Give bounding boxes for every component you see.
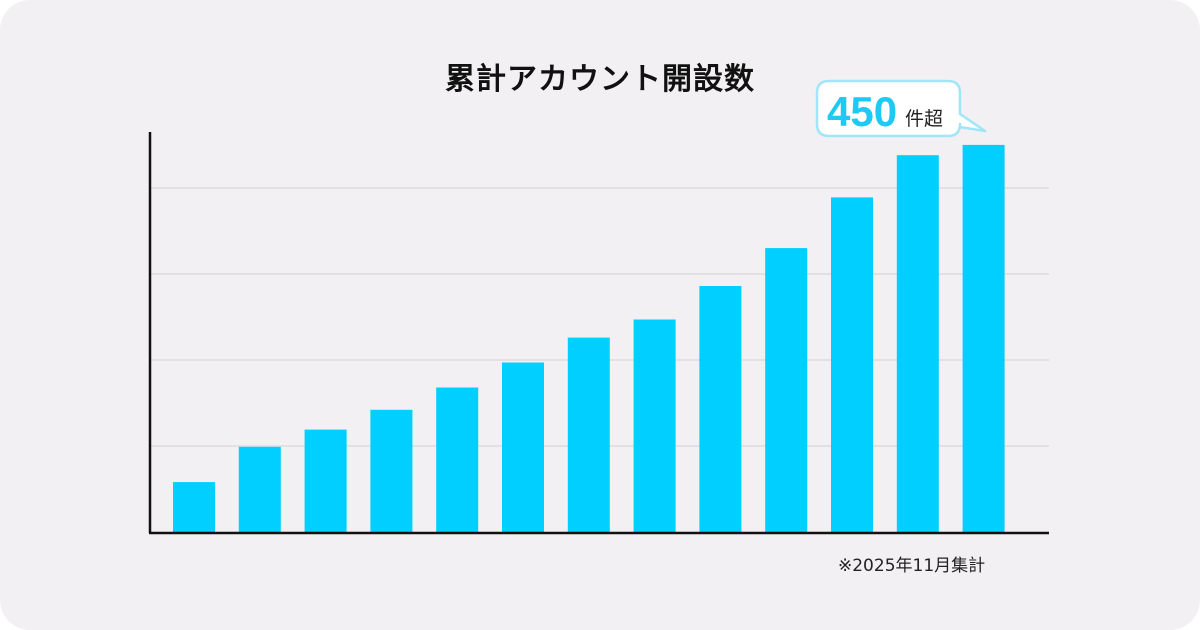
bar bbox=[238, 446, 281, 532]
annotation-suffix: 件超 bbox=[905, 108, 943, 130]
bar bbox=[699, 286, 742, 532]
bar bbox=[567, 337, 610, 532]
bar bbox=[173, 482, 215, 532]
chart-title: 累計アカウント開設数 bbox=[445, 62, 755, 97]
footnote: ※2025年11月集計 bbox=[838, 556, 986, 576]
bar bbox=[765, 248, 808, 532]
bar bbox=[436, 387, 479, 532]
bar bbox=[896, 155, 939, 532]
bar bbox=[962, 144, 1005, 532]
bar bbox=[633, 319, 676, 532]
bar bbox=[304, 429, 347, 532]
bar bbox=[502, 362, 544, 532]
bar bbox=[831, 197, 873, 532]
bars bbox=[173, 144, 1005, 532]
axes bbox=[148, 132, 1049, 535]
annotation-number: 450 bbox=[827, 88, 897, 135]
callout-bubble bbox=[815, 79, 987, 138]
annotation-callout: 450 件超 bbox=[815, 79, 987, 138]
bar bbox=[370, 409, 413, 532]
